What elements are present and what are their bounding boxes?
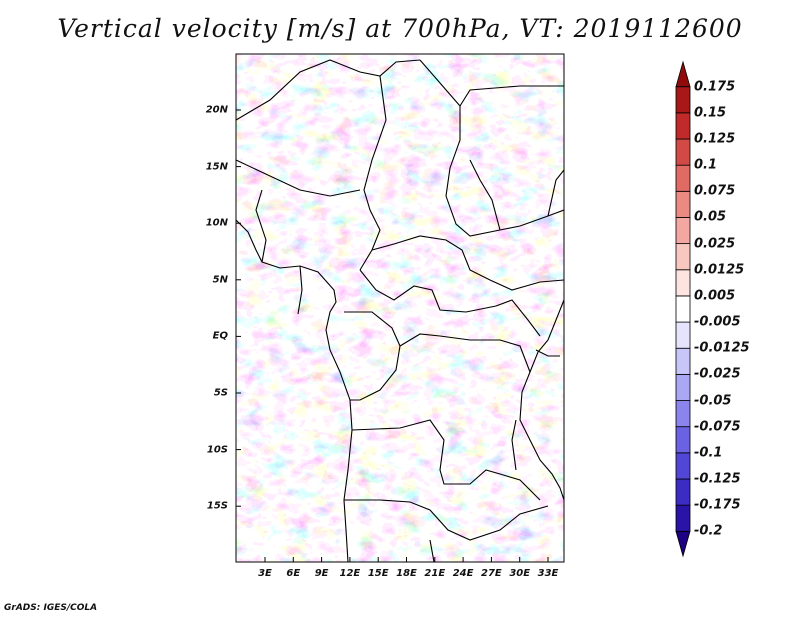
colorbar-segment — [675, 112, 691, 140]
lat-label: 10S — [206, 444, 228, 456]
lat-label: 5N — [212, 274, 228, 286]
lon-label: 21E — [424, 568, 446, 579]
lon-label: 6E — [286, 568, 301, 579]
lon-label: 18E — [396, 568, 417, 579]
colorbar-label: -0.005 — [694, 314, 741, 330]
axis-ticks — [236, 109, 549, 562]
colorbar-label: 0.05 — [694, 209, 727, 225]
colorbar-label: 0.1 — [694, 157, 718, 173]
lat-label: 20N — [205, 104, 228, 116]
colorbar-label: -0.2 — [694, 523, 723, 539]
colorbar-segment — [675, 478, 691, 506]
east-coastline — [519, 299, 564, 501]
colorbar-segment — [675, 373, 691, 401]
colorbar-segment — [675, 400, 691, 428]
lat-label: EQ — [212, 330, 228, 342]
colorbar-segment — [675, 269, 691, 297]
lat-label: 15N — [205, 161, 228, 173]
colorbar-label: -0.025 — [694, 366, 741, 382]
colorbar-segment — [675, 164, 691, 192]
colorbar-label: 0.005 — [694, 288, 736, 304]
colorbar-segment — [675, 138, 691, 166]
colorbar-label: -0.175 — [694, 497, 741, 513]
colorbar-label: 0.0125 — [694, 262, 745, 278]
colorbar-label: -0.125 — [694, 471, 741, 487]
colorbar-segment — [675, 295, 691, 323]
lon-label: 3E — [258, 568, 272, 579]
map-title: Vertical velocity [m/s] at 700hPa, VT: 2… — [57, 14, 743, 43]
lat-label: 10N — [205, 217, 228, 229]
colorbar-segment — [675, 321, 691, 349]
lon-label: 12E — [339, 568, 361, 579]
colorbar-segment — [675, 504, 691, 532]
lon-label: 24E — [452, 568, 474, 579]
colorbar-segment — [675, 243, 691, 271]
colorbar-label: 0.125 — [694, 131, 736, 147]
lon-label: 27E — [481, 568, 502, 579]
colorbar-label: -0.05 — [694, 393, 732, 409]
map-frame — [235, 53, 565, 563]
colorbar-segment — [675, 347, 691, 375]
colorbar-label: 0.025 — [694, 236, 736, 252]
colorbar-label: 0.075 — [694, 183, 736, 199]
colorbar-label: 0.175 — [694, 79, 736, 95]
colorbar-segment — [675, 60, 691, 88]
colorbar-label: -0.1 — [694, 445, 723, 461]
velocity-field — [236, 54, 564, 562]
colorbar-segment — [675, 190, 691, 218]
lon-label: 33E — [537, 568, 559, 579]
colorbar-label: -0.0125 — [694, 340, 750, 356]
lon-label: 15E — [367, 568, 389, 579]
colorbar-segment — [675, 530, 691, 558]
lon-label: 30E — [509, 568, 531, 579]
colorbar-segment — [675, 426, 691, 454]
colorbar — [675, 60, 691, 558]
country-borders — [236, 59, 564, 562]
lat-label: 15S — [206, 500, 228, 512]
lat-label: 5S — [213, 387, 228, 399]
grads-credit: GrADS: IGES/COLA — [4, 603, 98, 613]
colorbar-label: 0.15 — [694, 105, 727, 121]
lon-label: 9E — [314, 568, 329, 579]
colorbar-segment — [675, 217, 691, 245]
map-panel — [235, 53, 565, 563]
colorbar-segment — [675, 452, 691, 480]
colorbar-label: -0.075 — [694, 419, 741, 435]
colorbar-segment — [675, 86, 691, 114]
